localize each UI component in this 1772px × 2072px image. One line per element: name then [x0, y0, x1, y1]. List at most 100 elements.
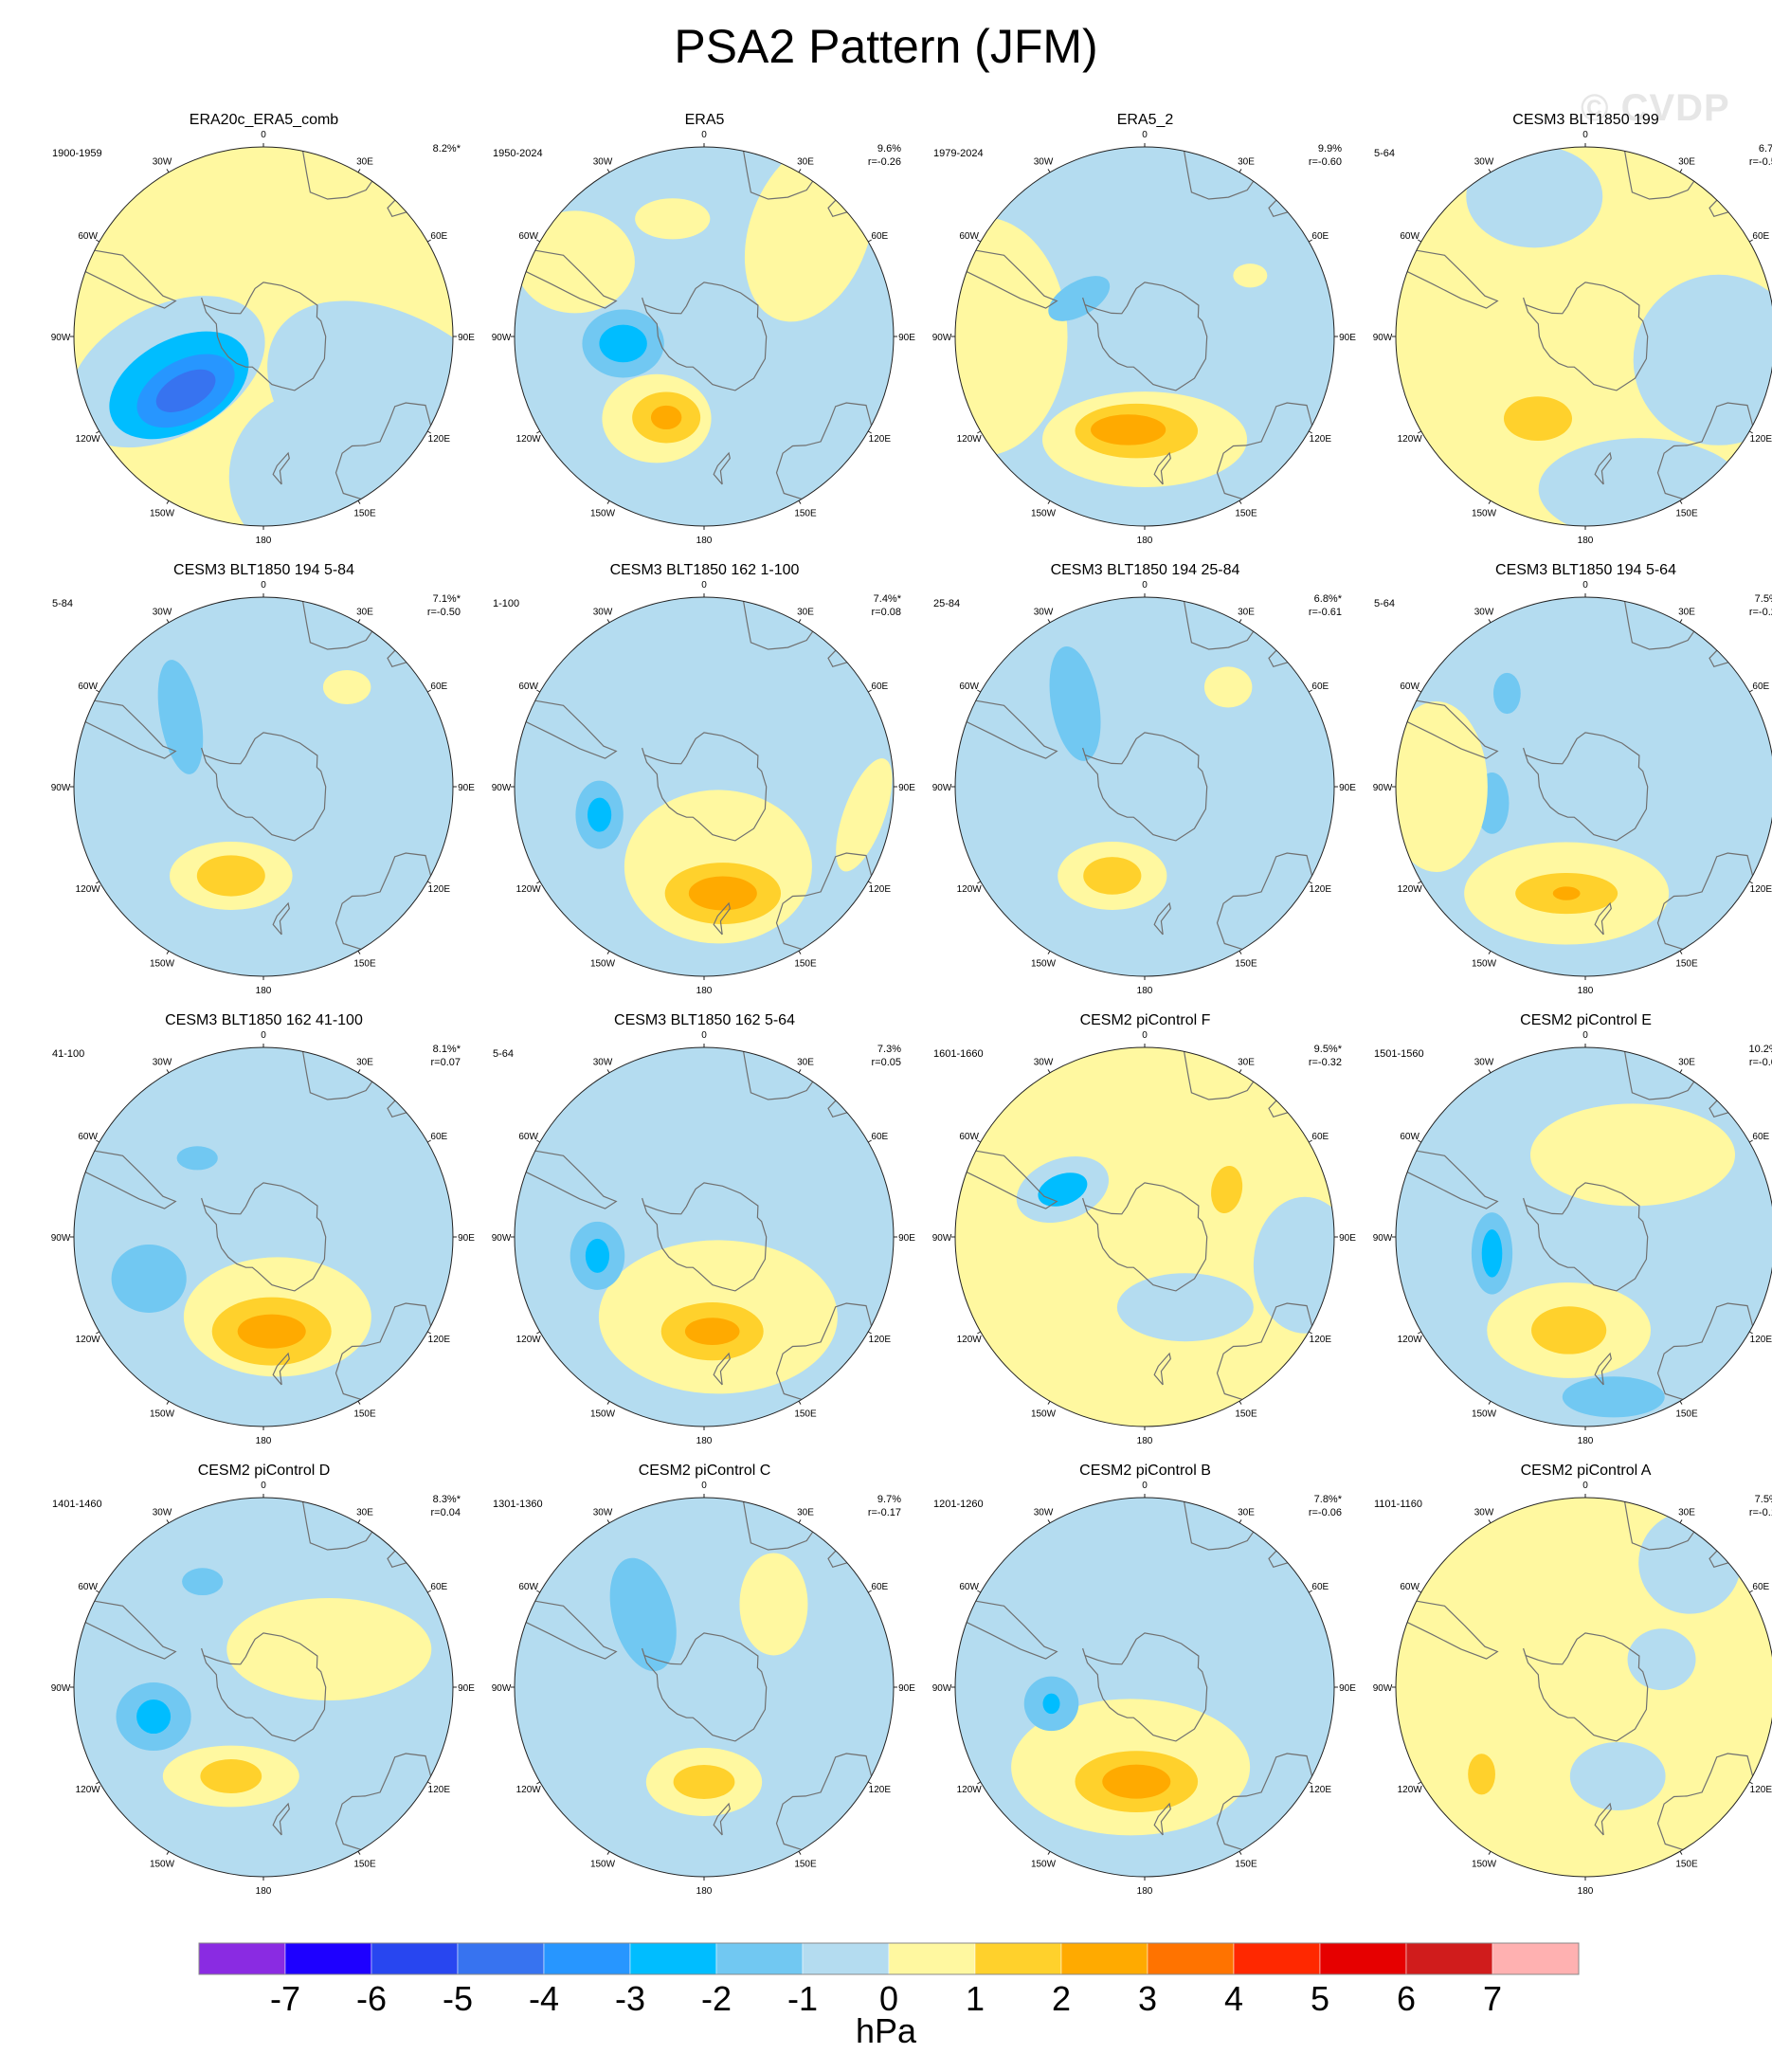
positive-anomaly-contour — [226, 1598, 432, 1700]
longitude-label: 60W — [1400, 1132, 1419, 1142]
coastline — [642, 1632, 768, 1742]
longitude-tick — [1748, 689, 1753, 693]
panel-title: CESM2 piControl C — [638, 1463, 771, 1479]
panel-stats: 7.3% r=0.05 — [872, 1043, 902, 1069]
longitude-label: 150E — [1235, 1859, 1257, 1869]
coastline — [1153, 1352, 1171, 1386]
longitude-tick — [1488, 1069, 1492, 1074]
coastline — [335, 852, 432, 950]
longitude-label: 150E — [1675, 1409, 1698, 1419]
coastline — [335, 1302, 432, 1400]
colorbar-swatch — [1319, 1942, 1407, 1975]
coastline — [1184, 1501, 1255, 1551]
longitude-tick — [96, 239, 100, 243]
longitude-tick — [977, 1781, 982, 1785]
longitude-label: 60E — [1311, 682, 1329, 692]
coastline — [1406, 700, 1499, 759]
map-panel: 030E60E90E120E150E180150W120W90W60W30WCE… — [1365, 112, 1772, 557]
longitude-tick — [1308, 239, 1312, 243]
longitude-label: 60E — [430, 1132, 447, 1142]
longitude-tick — [357, 169, 361, 173]
map-svg: 0 30E 60E 90E 120E 150E 180 150W 120W 90W 60W 30W — [51, 130, 476, 546]
longitude-label: 60W — [959, 1582, 979, 1592]
watermark-text: © CVDP — [1581, 87, 1730, 129]
longitude-label: 150W — [150, 1859, 175, 1869]
coastline — [966, 1150, 1058, 1209]
map-svg: 0 30E 60E 90E 120E 150E 180 150W 120W 90W 60W 30W — [932, 1030, 1357, 1446]
coastline — [642, 282, 768, 391]
positive-anomaly-contour — [196, 855, 265, 897]
coastline — [302, 151, 373, 200]
positive-anomaly-contour — [1091, 414, 1166, 445]
longitude-tick — [1418, 1590, 1422, 1593]
longitude-tick — [1308, 1590, 1312, 1593]
longitude-tick — [1748, 239, 1753, 243]
longitude-label: 60E — [1311, 1132, 1329, 1142]
map-panel: 030E60E90E120E150E180150W120W90W60W30WCE… — [1365, 562, 1772, 1008]
panel-stats: 8.3%* r=0.04 — [431, 1493, 461, 1519]
panel-period: 1900-1959 — [52, 148, 102, 159]
map-background — [955, 1047, 1334, 1427]
longitude-tick — [1239, 619, 1242, 624]
negative-anomaly-contour — [182, 1568, 224, 1596]
pattern-correlation: r=0.04 — [430, 1507, 461, 1518]
coastline — [1594, 451, 1612, 485]
coastline — [1523, 1182, 1649, 1292]
longitude-label: 0 — [1582, 1030, 1588, 1041]
coastline — [1406, 1600, 1499, 1660]
map-background — [515, 1498, 894, 1877]
longitude-label: 60E — [1752, 231, 1769, 242]
longitude-tick — [606, 950, 610, 954]
coastline — [302, 601, 373, 650]
longitude-label: 60W — [78, 682, 98, 692]
longitude-label: 60E — [871, 682, 888, 692]
panel-title: CESM3 BLT1850 194 25-84 — [1050, 562, 1240, 578]
positive-anomaly-contour — [1666, 239, 1718, 284]
positive-anomaly-contour — [322, 669, 371, 704]
explained-variance: 7.8%* — [1313, 1494, 1342, 1505]
longitude-label: 120W — [516, 1785, 542, 1795]
panel-title: ERA20c_ERA5_comb — [189, 112, 339, 128]
longitude-label: 30W — [1034, 157, 1054, 168]
longitude-label: 0 — [261, 580, 266, 591]
longitude-tick — [426, 1331, 431, 1335]
longitude-label: 120E — [1750, 1335, 1772, 1345]
positive-anomaly-contour — [955, 217, 1068, 456]
longitude-label: 60W — [1400, 231, 1419, 242]
coastline — [1406, 1150, 1499, 1209]
coastline — [1656, 852, 1754, 950]
panel-stats: 9.9% r=-0.60 — [1309, 142, 1342, 169]
longitude-label: 150W — [150, 508, 175, 518]
longitude-label: 150E — [353, 508, 376, 518]
longitude-label: 120E — [1750, 1785, 1772, 1795]
longitude-tick — [1047, 500, 1051, 504]
panel-title: ERA5_2 — [1116, 112, 1174, 128]
map-svg: 0 30E 60E 90E 120E 150E 180 150W 120W 90W 60W 30W — [492, 130, 916, 546]
longitude-tick — [1239, 1400, 1242, 1405]
coastline — [713, 1802, 731, 1836]
map-svg: 0 30E 60E 90E 120E 150E 180 150W 120W 90W 60W 30W — [51, 1030, 476, 1446]
map-background — [74, 597, 453, 976]
longitude-label: 120E — [1310, 1335, 1332, 1345]
coastline — [335, 1753, 432, 1850]
longitude-label: 60W — [959, 682, 979, 692]
negative-anomaly-contour — [1116, 1273, 1254, 1342]
pattern-correlation: r=0.07 — [430, 1057, 461, 1068]
longitude-label: 150E — [794, 958, 817, 969]
longitude-tick — [166, 1850, 170, 1855]
longitude-label: 60W — [518, 1582, 538, 1592]
coastline — [335, 402, 432, 500]
longitude-tick — [96, 1139, 100, 1143]
longitude-label: 120E — [869, 1785, 892, 1795]
longitude-label: 90W — [51, 1683, 71, 1694]
longitude-tick — [1418, 1781, 1422, 1785]
longitude-tick — [536, 689, 541, 693]
longitude-label: 90E — [898, 1233, 915, 1244]
longitude-label: 150E — [1235, 1409, 1257, 1419]
panel-stats: 7.1%* r=-0.50 — [427, 592, 461, 619]
longitude-label: 90E — [1339, 783, 1356, 793]
coastline — [966, 249, 1058, 309]
longitude-label: 120W — [957, 884, 983, 895]
